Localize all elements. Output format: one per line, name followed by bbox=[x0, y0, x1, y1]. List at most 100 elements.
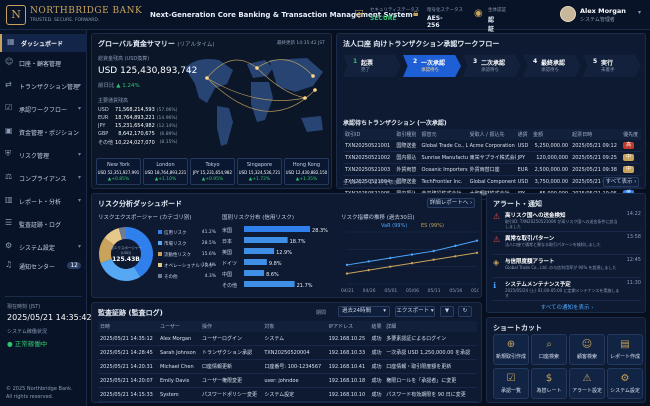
alert-item[interactable]: ◈ 与信限度額アラート Global Trade Co., Ltd. の与信利用率が… bbox=[493, 255, 641, 278]
table-row[interactable]: 2025/05/21 14:20:07 Emily Davis ユーザー権限変更 us… bbox=[98, 373, 477, 388]
refresh-button[interactable]: ↻ bbox=[458, 306, 472, 317]
sidebar-item-approvals[interactable]: ☑ 承認ワークフロー ▾ bbox=[0, 100, 87, 118]
series-point[interactable] bbox=[410, 262, 414, 265]
column-header[interactable]: 取引種別 bbox=[394, 129, 420, 140]
series-point[interactable] bbox=[389, 265, 392, 268]
bar[interactable] bbox=[244, 281, 295, 287]
table-row[interactable]: TXN20250521003 外貨両替 Oceanic Importers 外貨両替口… bbox=[343, 163, 641, 176]
cell-type: 国際送金 bbox=[394, 175, 420, 188]
donut-slice[interactable] bbox=[118, 227, 126, 240]
market-card[interactable]: Tokyo JPY 15,231,654,982 ▲+0.95% bbox=[190, 158, 235, 185]
workflow-step[interactable]: 5 実行 未着手 bbox=[583, 55, 641, 77]
series-point[interactable] bbox=[475, 239, 479, 242]
series-point[interactable] bbox=[367, 260, 370, 263]
bar[interactable] bbox=[244, 270, 265, 276]
series-point[interactable] bbox=[475, 251, 479, 254]
sidebar-item-accounts[interactable]: ☺ 口座・顧客管理 bbox=[0, 54, 87, 72]
shortcut-search[interactable]: ⌕ 口座検索 bbox=[531, 334, 567, 365]
column-header[interactable]: 結果 bbox=[369, 321, 385, 332]
series-point[interactable] bbox=[367, 268, 370, 272]
column-header[interactable]: 操作 bbox=[200, 321, 263, 332]
workflow-step[interactable]: 3 二次承認 承認待ち bbox=[463, 55, 521, 77]
series-point[interactable] bbox=[432, 249, 435, 253]
shortcut-alarm[interactable]: ⚠ アラート設定 bbox=[569, 368, 605, 399]
alert-item[interactable]: ⚠ 異常な取引パターン 法人口座で通常と異なる取引パターンを検知しました 13:58 bbox=[493, 232, 641, 255]
market-card[interactable]: London USD 18,764,893,221 ▲+1.10% bbox=[143, 158, 188, 185]
view-all-alerts-link[interactable]: すべての通知を表示 › bbox=[540, 305, 594, 311]
sidebar-item-funds[interactable]: ▣ 資金管理・ポジション bbox=[0, 123, 87, 141]
wallet-icon: ▣ bbox=[5, 126, 13, 135]
column-header[interactable]: 起票日時 bbox=[570, 129, 622, 140]
user-menu[interactable]: Alex Morgan システム管理者 ▾ bbox=[560, 5, 646, 25]
filter-button[interactable]: ▼ bbox=[440, 306, 454, 317]
table-row[interactable]: 2025/05/21 14:15:33 System パスワードポリシー変更 システム… bbox=[98, 387, 477, 402]
series-point[interactable] bbox=[389, 256, 392, 260]
column-header[interactable]: 振替元 bbox=[419, 129, 468, 140]
legend-item: 流動性リスク 15.6% bbox=[158, 252, 216, 258]
table-row[interactable]: 2025/05/21 14:28:45 Sarah Johnson トランザクション… bbox=[98, 345, 477, 360]
currency-pct: (57.06%) bbox=[156, 107, 178, 113]
shortcut-report[interactable]: ▤ レポート作成 bbox=[607, 334, 643, 365]
legend-pct: 15.6% bbox=[201, 252, 216, 257]
column-header[interactable]: 対象 bbox=[262, 321, 327, 332]
column-header[interactable]: 優先度 bbox=[621, 129, 641, 140]
export-button[interactable]: エクスポート ▾ bbox=[395, 306, 435, 317]
alert-item[interactable]: ⚠ 高リスク国への送金検知 取引ID: TXN20250521006 が高リスク国へ… bbox=[493, 209, 641, 232]
view-all-button[interactable]: すべて表示 › bbox=[603, 177, 639, 187]
market-card[interactable]: New York USD 52,351,927,991 ▲+0.85% bbox=[96, 158, 141, 185]
sidebar-item-notifications[interactable]: ♫ 通知センター 12 bbox=[0, 257, 87, 275]
detail-report-button[interactable]: 詳細レポートへ › bbox=[427, 198, 475, 208]
column-header[interactable]: ユーザー bbox=[158, 321, 201, 332]
sidebar-item-audit[interactable]: ☰ 監査証跡・ログ bbox=[0, 215, 87, 233]
workflow-step[interactable]: 2 一次承認 承認待ち bbox=[403, 55, 461, 77]
shortcut-plus-doc[interactable]: ⊕ 新規取引作成 bbox=[493, 334, 529, 365]
bar[interactable] bbox=[244, 237, 288, 243]
column-header[interactable]: 受取人 / 振込先 bbox=[467, 129, 516, 140]
series-point[interactable] bbox=[345, 272, 349, 275]
market-card[interactable]: Singapore USD 15,324,536,721 ▲+1.72% bbox=[237, 158, 282, 185]
donut-slice[interactable] bbox=[100, 258, 141, 281]
column-header[interactable]: IPアドレス bbox=[326, 321, 370, 332]
bar-value-label: 12.9% bbox=[276, 250, 292, 256]
shortcut-person[interactable]: ☺ 顧客検索 bbox=[569, 334, 605, 365]
column-header[interactable]: 詳細 bbox=[384, 321, 477, 332]
sidebar-item-dashboard[interactable]: ▦ ダッシュボード bbox=[0, 34, 87, 52]
chevron-down-icon[interactable]: ▾ bbox=[638, 9, 642, 16]
bar[interactable] bbox=[244, 226, 311, 232]
sidebar-item-transactions[interactable]: ⇄ トランザクション管理 ▾ bbox=[0, 77, 87, 95]
period-select[interactable]: 過去24時間 ▾ bbox=[338, 306, 390, 317]
column-header[interactable]: 日時 bbox=[98, 321, 159, 332]
sidebar-item-settings[interactable]: ⚙ システム設定 ▾ bbox=[0, 238, 87, 256]
series-point[interactable] bbox=[454, 255, 457, 258]
series-point[interactable] bbox=[454, 244, 457, 248]
sidebar-item-risk[interactable]: ⛨ リスク管理 ▾ bbox=[0, 146, 87, 164]
sidebar-item-compliance[interactable]: ⚖ コンプライアンス ▾ bbox=[0, 169, 87, 187]
workflow-step[interactable]: 4 最終承認 承認待ち bbox=[523, 55, 581, 77]
series-point[interactable] bbox=[410, 253, 414, 256]
cell-ip: 192.168.10.10 bbox=[326, 387, 370, 402]
sidebar-item-reports[interactable]: ▥ レポート・分析 ▾ bbox=[0, 192, 87, 210]
cell-target: TXN20250520004 bbox=[262, 345, 327, 360]
column-header[interactable]: 通貨 bbox=[515, 129, 531, 140]
donut-slice[interactable] bbox=[126, 227, 153, 277]
market-card[interactable]: Hong Kong USD 12,430,882,150 ▲+1.35% bbox=[284, 158, 329, 185]
column-header[interactable]: 取引ID bbox=[343, 129, 395, 140]
shortcut-label: 為替レート bbox=[536, 388, 562, 394]
table-row[interactable]: 2025/05/21 14:20:31 Michael Chen 口座情報更新 口座番… bbox=[98, 359, 477, 374]
table-row[interactable]: 2025/05/21 14:35:12 Alex Morgan ユーザーログイン シス… bbox=[98, 332, 477, 346]
donut-slice[interactable] bbox=[104, 227, 122, 245]
donut-slice[interactable] bbox=[99, 237, 115, 263]
shortcut-fx[interactable]: $ 為替レート bbox=[531, 368, 567, 399]
series-point[interactable] bbox=[432, 258, 435, 261]
column-header[interactable]: 金額 bbox=[530, 129, 571, 140]
bar[interactable] bbox=[244, 248, 275, 254]
shortcut-gear[interactable]: ⚙ システム設定 bbox=[607, 368, 643, 399]
cell-id: TXN20250521001 bbox=[343, 140, 395, 152]
alert-item[interactable]: ℹ システムメンテナンス予定 2025/05/24 (土) 01:00-05:00 … bbox=[493, 278, 641, 301]
bar[interactable] bbox=[244, 259, 267, 265]
shortcut-checklist[interactable]: ☑ 承認一覧 bbox=[493, 368, 529, 399]
series-point[interactable] bbox=[345, 263, 349, 267]
workflow-step[interactable]: 1 起票 完了 bbox=[343, 55, 401, 77]
